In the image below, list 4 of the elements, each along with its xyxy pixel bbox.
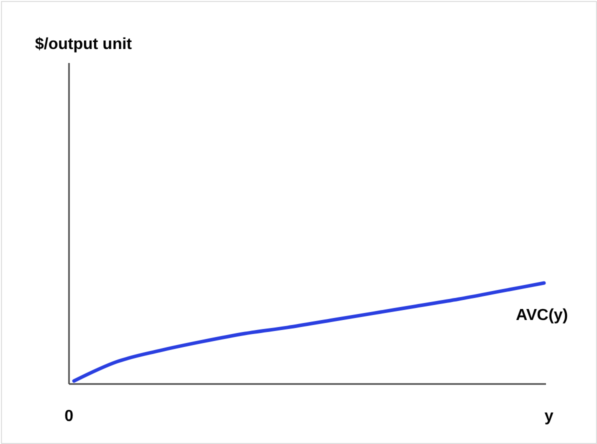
text: 0 [64,408,74,425]
x-axis-title: y [544,408,554,425]
series-label: AVC(y) [516,307,568,324]
text: $/output unit [35,36,133,53]
